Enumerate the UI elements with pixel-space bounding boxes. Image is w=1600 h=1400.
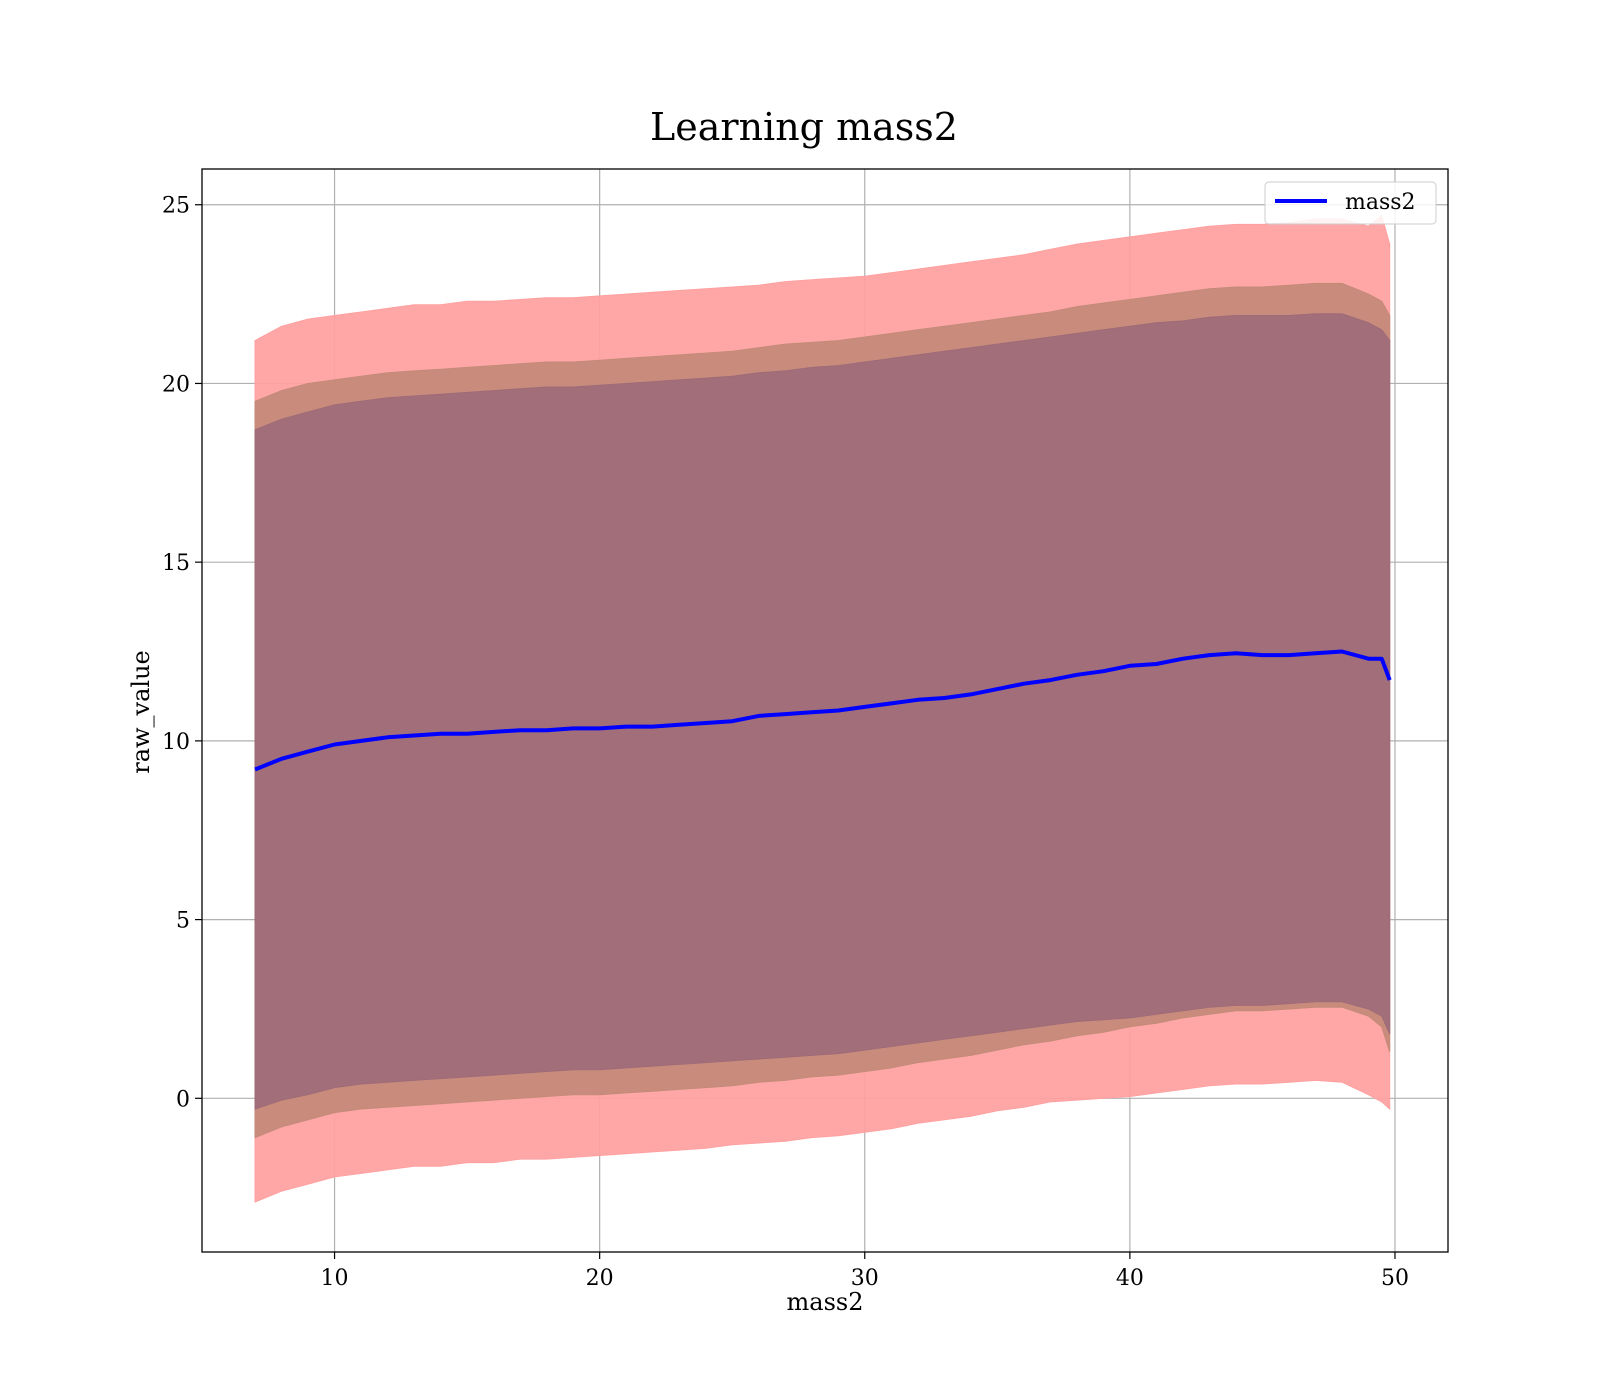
- y-tick-label: 0: [176, 1087, 190, 1112]
- series-line: [254, 649, 1392, 772]
- x-tick-label: 10: [321, 1266, 349, 1291]
- chart-title: Learning mass2: [650, 105, 958, 149]
- data-lines: [254, 649, 1392, 772]
- legend: mass2: [1264, 181, 1437, 225]
- x-axis-ticks: 10 20 30 40 50: [321, 1252, 1409, 1291]
- x-axis-label: mass2: [787, 1288, 864, 1316]
- legend-box: [1264, 181, 1437, 225]
- y-tick-label: 25: [162, 194, 190, 219]
- legend-label: mass2: [1345, 190, 1416, 215]
- y-tick-label: 5: [176, 909, 190, 934]
- x-tick-label: 20: [586, 1266, 614, 1291]
- y-tick-label: 15: [162, 551, 190, 576]
- y-tick-label: 20: [162, 372, 190, 397]
- y-tick-label: 10: [162, 730, 190, 755]
- x-tick-label: 40: [1116, 1266, 1144, 1291]
- confidence-bands: [254, 214, 1391, 1203]
- y-axis-ticks: 0 5 10 15 20 25: [162, 194, 202, 1112]
- plot-frame: [201, 168, 1449, 1253]
- x-tick-label: 30: [851, 1266, 879, 1291]
- y-axis-label: raw_value: [127, 650, 155, 774]
- x-tick-label: 50: [1381, 1266, 1409, 1291]
